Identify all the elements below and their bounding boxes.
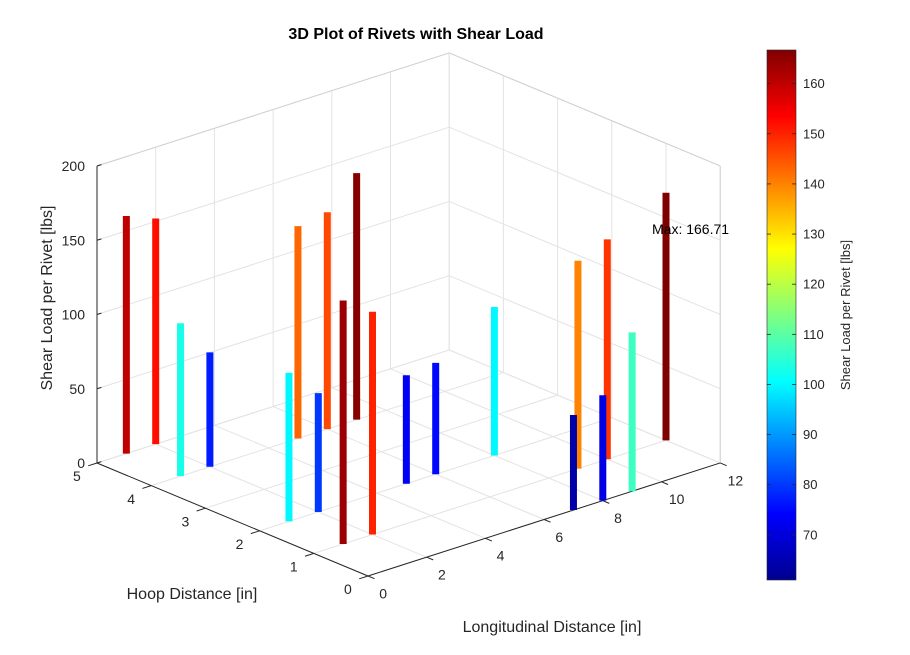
y-axis-label: Hoop Distance [in] xyxy=(127,586,258,603)
x-tick-mark xyxy=(543,519,551,523)
z-tick-label: 50 xyxy=(69,381,85,397)
y-tick-label: 1 xyxy=(290,559,298,575)
colorbar-tick-label: 80 xyxy=(803,477,817,492)
colorbar-tick-label: 140 xyxy=(803,176,825,191)
x-tick-mark xyxy=(367,575,375,580)
x-tick-mark xyxy=(602,500,610,504)
y-tick-mark xyxy=(359,575,369,580)
x-tick-label: 4 xyxy=(497,548,505,564)
x-tick-label: 8 xyxy=(614,510,622,526)
x-tick-mark xyxy=(426,556,434,561)
grid-line xyxy=(331,387,603,502)
x-tick-mark xyxy=(720,462,727,467)
colorbar-tick-label: 130 xyxy=(803,227,825,242)
y-tick-label: 5 xyxy=(73,468,81,484)
y-tick-label: 3 xyxy=(181,513,189,529)
x-tick-label: 2 xyxy=(438,566,446,582)
data-bars xyxy=(122,173,670,544)
grid-line xyxy=(449,126,721,241)
colorbar-tick-label: 100 xyxy=(803,377,825,392)
z-tick-label: 0 xyxy=(77,455,85,471)
z-tick-label: 100 xyxy=(62,307,86,323)
y-tick-label: 4 xyxy=(127,491,135,507)
y-tick-mark xyxy=(196,507,206,512)
x-tick-label: 0 xyxy=(379,585,387,601)
y-tick-mark xyxy=(250,530,260,535)
x-tick-label: 12 xyxy=(728,472,744,488)
axes-panes xyxy=(97,53,721,576)
z-tick-label: 200 xyxy=(62,158,86,174)
y-tick-label: 2 xyxy=(236,536,244,552)
y-tick-label: 0 xyxy=(344,581,352,597)
box-edge xyxy=(96,52,450,167)
x-axis-label: Longitudinal Distance [in] xyxy=(463,619,642,636)
z-tick-mark xyxy=(96,164,102,167)
z-tick-mark xyxy=(96,386,102,390)
colorbar-gradient xyxy=(766,49,797,581)
colorbar-tick-label: 150 xyxy=(803,126,825,141)
y-tick-mark xyxy=(142,485,152,489)
colorbar-label: Shear Load per Rivet [lbs] xyxy=(838,240,853,390)
x-tick-label: 6 xyxy=(555,529,563,545)
colorbar-tick-label: 70 xyxy=(803,527,817,542)
grid-line xyxy=(205,394,558,509)
x-tick-mark xyxy=(661,481,669,485)
max-annotation: Max: 166.71 xyxy=(652,221,729,237)
colorbar-tick-label: 160 xyxy=(803,76,825,91)
y-tick-mark xyxy=(88,462,98,467)
y-axis-line xyxy=(96,462,369,577)
z-axis-label: Shear Load per Rivet [lbs] xyxy=(39,206,56,391)
chart-title: 3D Plot of Rivets with Shear Load xyxy=(288,26,543,43)
box-edge xyxy=(449,52,721,167)
y-tick-mark xyxy=(304,552,314,557)
z-tick-label: 150 xyxy=(62,232,86,248)
z-tick-mark xyxy=(96,238,102,241)
colorbar-tick-label: 90 xyxy=(803,427,817,442)
grid-line xyxy=(449,200,721,315)
z-tick-mark xyxy=(96,461,102,464)
grid-line xyxy=(214,424,486,539)
x-tick-label: 10 xyxy=(669,491,685,507)
colorbar-tick-label: 110 xyxy=(803,327,824,342)
axes-box xyxy=(88,52,727,580)
grid-line xyxy=(449,275,721,390)
colorbar: 70 80 90 100 110 120 130 140 150 160 Shear Load p… xyxy=(766,49,853,581)
colorbar-tick-label: 120 xyxy=(803,277,825,292)
x-tick-mark xyxy=(485,537,493,542)
z-tick-mark xyxy=(96,312,102,315)
